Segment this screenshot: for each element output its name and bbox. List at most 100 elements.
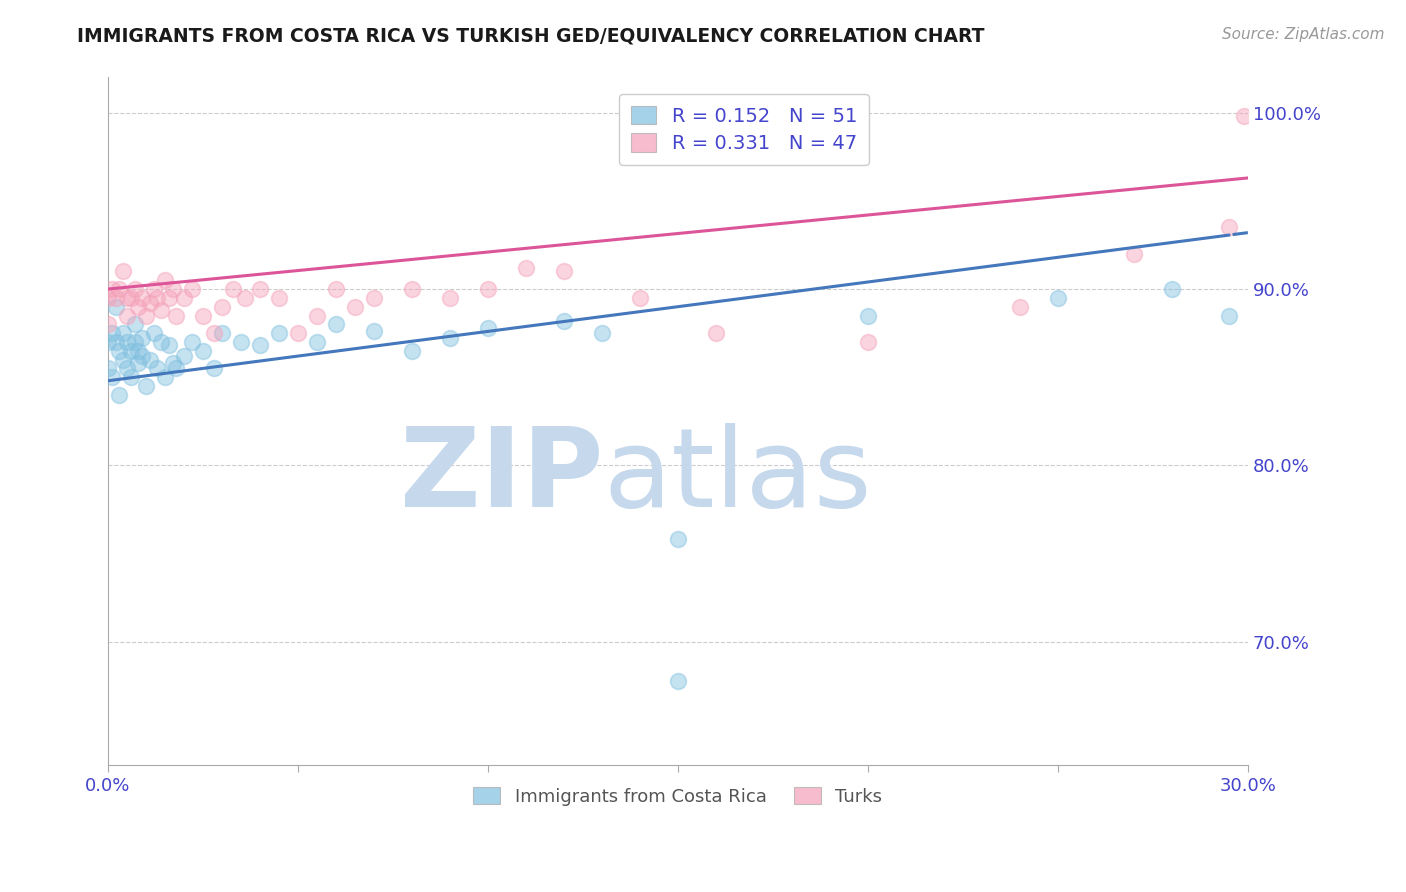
Point: [97, 361, 120, 376]
Point: [115, 309, 138, 323]
Legend: Immigrants from Costa Rica, Turks: Immigrants from Costa Rica, Turks: [464, 778, 891, 814]
Point: [249, 338, 271, 352]
Point: [477, 321, 499, 335]
Point: [153, 370, 176, 384]
Point: [139, 296, 162, 310]
Point: [104, 300, 127, 314]
Point: [135, 309, 157, 323]
Point: [477, 282, 499, 296]
Point: [211, 326, 233, 340]
Point: [233, 291, 256, 305]
Point: [124, 282, 146, 296]
Point: [553, 264, 575, 278]
Point: [146, 291, 169, 305]
Point: [856, 309, 879, 323]
Point: [120, 370, 142, 384]
Point: [127, 343, 149, 358]
Text: Source: ZipAtlas.com: Source: ZipAtlas.com: [1222, 27, 1385, 42]
Point: [211, 300, 233, 314]
Point: [401, 343, 423, 358]
Point: [115, 291, 138, 305]
Point: [162, 282, 184, 296]
Point: [165, 361, 187, 376]
Point: [104, 334, 127, 349]
Point: [173, 349, 195, 363]
Point: [515, 260, 537, 275]
Point: [287, 326, 309, 340]
Point: [229, 334, 252, 349]
Point: [180, 282, 202, 296]
Point: [222, 282, 245, 296]
Point: [101, 282, 124, 296]
Point: [1122, 247, 1144, 261]
Point: [1046, 291, 1069, 305]
Point: [165, 309, 187, 323]
Point: [157, 291, 180, 305]
Point: [401, 282, 423, 296]
Point: [267, 326, 290, 340]
Point: [363, 325, 385, 339]
Point: [104, 291, 127, 305]
Point: [305, 309, 328, 323]
Point: [108, 388, 131, 402]
Point: [146, 361, 169, 376]
Point: [191, 343, 214, 358]
Text: IMMIGRANTS FROM COSTA RICA VS TURKISH GED/EQUIVALENCY CORRELATION CHART: IMMIGRANTS FROM COSTA RICA VS TURKISH GE…: [77, 27, 984, 45]
Point: [439, 291, 461, 305]
Point: [127, 356, 149, 370]
Point: [120, 343, 142, 358]
Point: [101, 326, 124, 340]
Point: [591, 326, 613, 340]
Point: [127, 300, 149, 314]
Text: atlas: atlas: [603, 423, 872, 530]
Point: [101, 370, 124, 384]
Point: [97, 318, 120, 332]
Point: [139, 352, 162, 367]
Point: [325, 318, 347, 332]
Point: [704, 326, 727, 340]
Point: [108, 282, 131, 296]
Point: [202, 326, 225, 340]
Point: [180, 334, 202, 349]
Point: [120, 291, 142, 305]
Point: [666, 533, 689, 547]
Point: [553, 314, 575, 328]
Point: [135, 379, 157, 393]
Point: [153, 273, 176, 287]
Point: [325, 282, 347, 296]
Point: [202, 361, 225, 376]
Point: [131, 291, 153, 305]
Point: [115, 361, 138, 376]
Point: [112, 326, 135, 340]
Point: [157, 338, 180, 352]
Point: [856, 334, 879, 349]
Point: [1233, 109, 1256, 123]
Text: ZIP: ZIP: [401, 423, 603, 530]
Point: [112, 352, 135, 367]
Point: [150, 334, 173, 349]
Point: [142, 326, 165, 340]
Point: [131, 331, 153, 345]
Point: [131, 349, 153, 363]
Point: [108, 343, 131, 358]
Point: [150, 303, 173, 318]
Point: [439, 331, 461, 345]
Point: [267, 291, 290, 305]
Point: [115, 334, 138, 349]
Point: [142, 282, 165, 296]
Point: [124, 318, 146, 332]
Point: [249, 282, 271, 296]
Point: [124, 334, 146, 349]
Point: [305, 334, 328, 349]
Point: [191, 309, 214, 323]
Point: [343, 300, 366, 314]
Point: [1218, 220, 1240, 235]
Point: [173, 291, 195, 305]
Point: [1218, 309, 1240, 323]
Point: [1160, 282, 1182, 296]
Point: [666, 673, 689, 688]
Point: [363, 291, 385, 305]
Point: [112, 264, 135, 278]
Point: [1008, 300, 1031, 314]
Point: [97, 334, 120, 349]
